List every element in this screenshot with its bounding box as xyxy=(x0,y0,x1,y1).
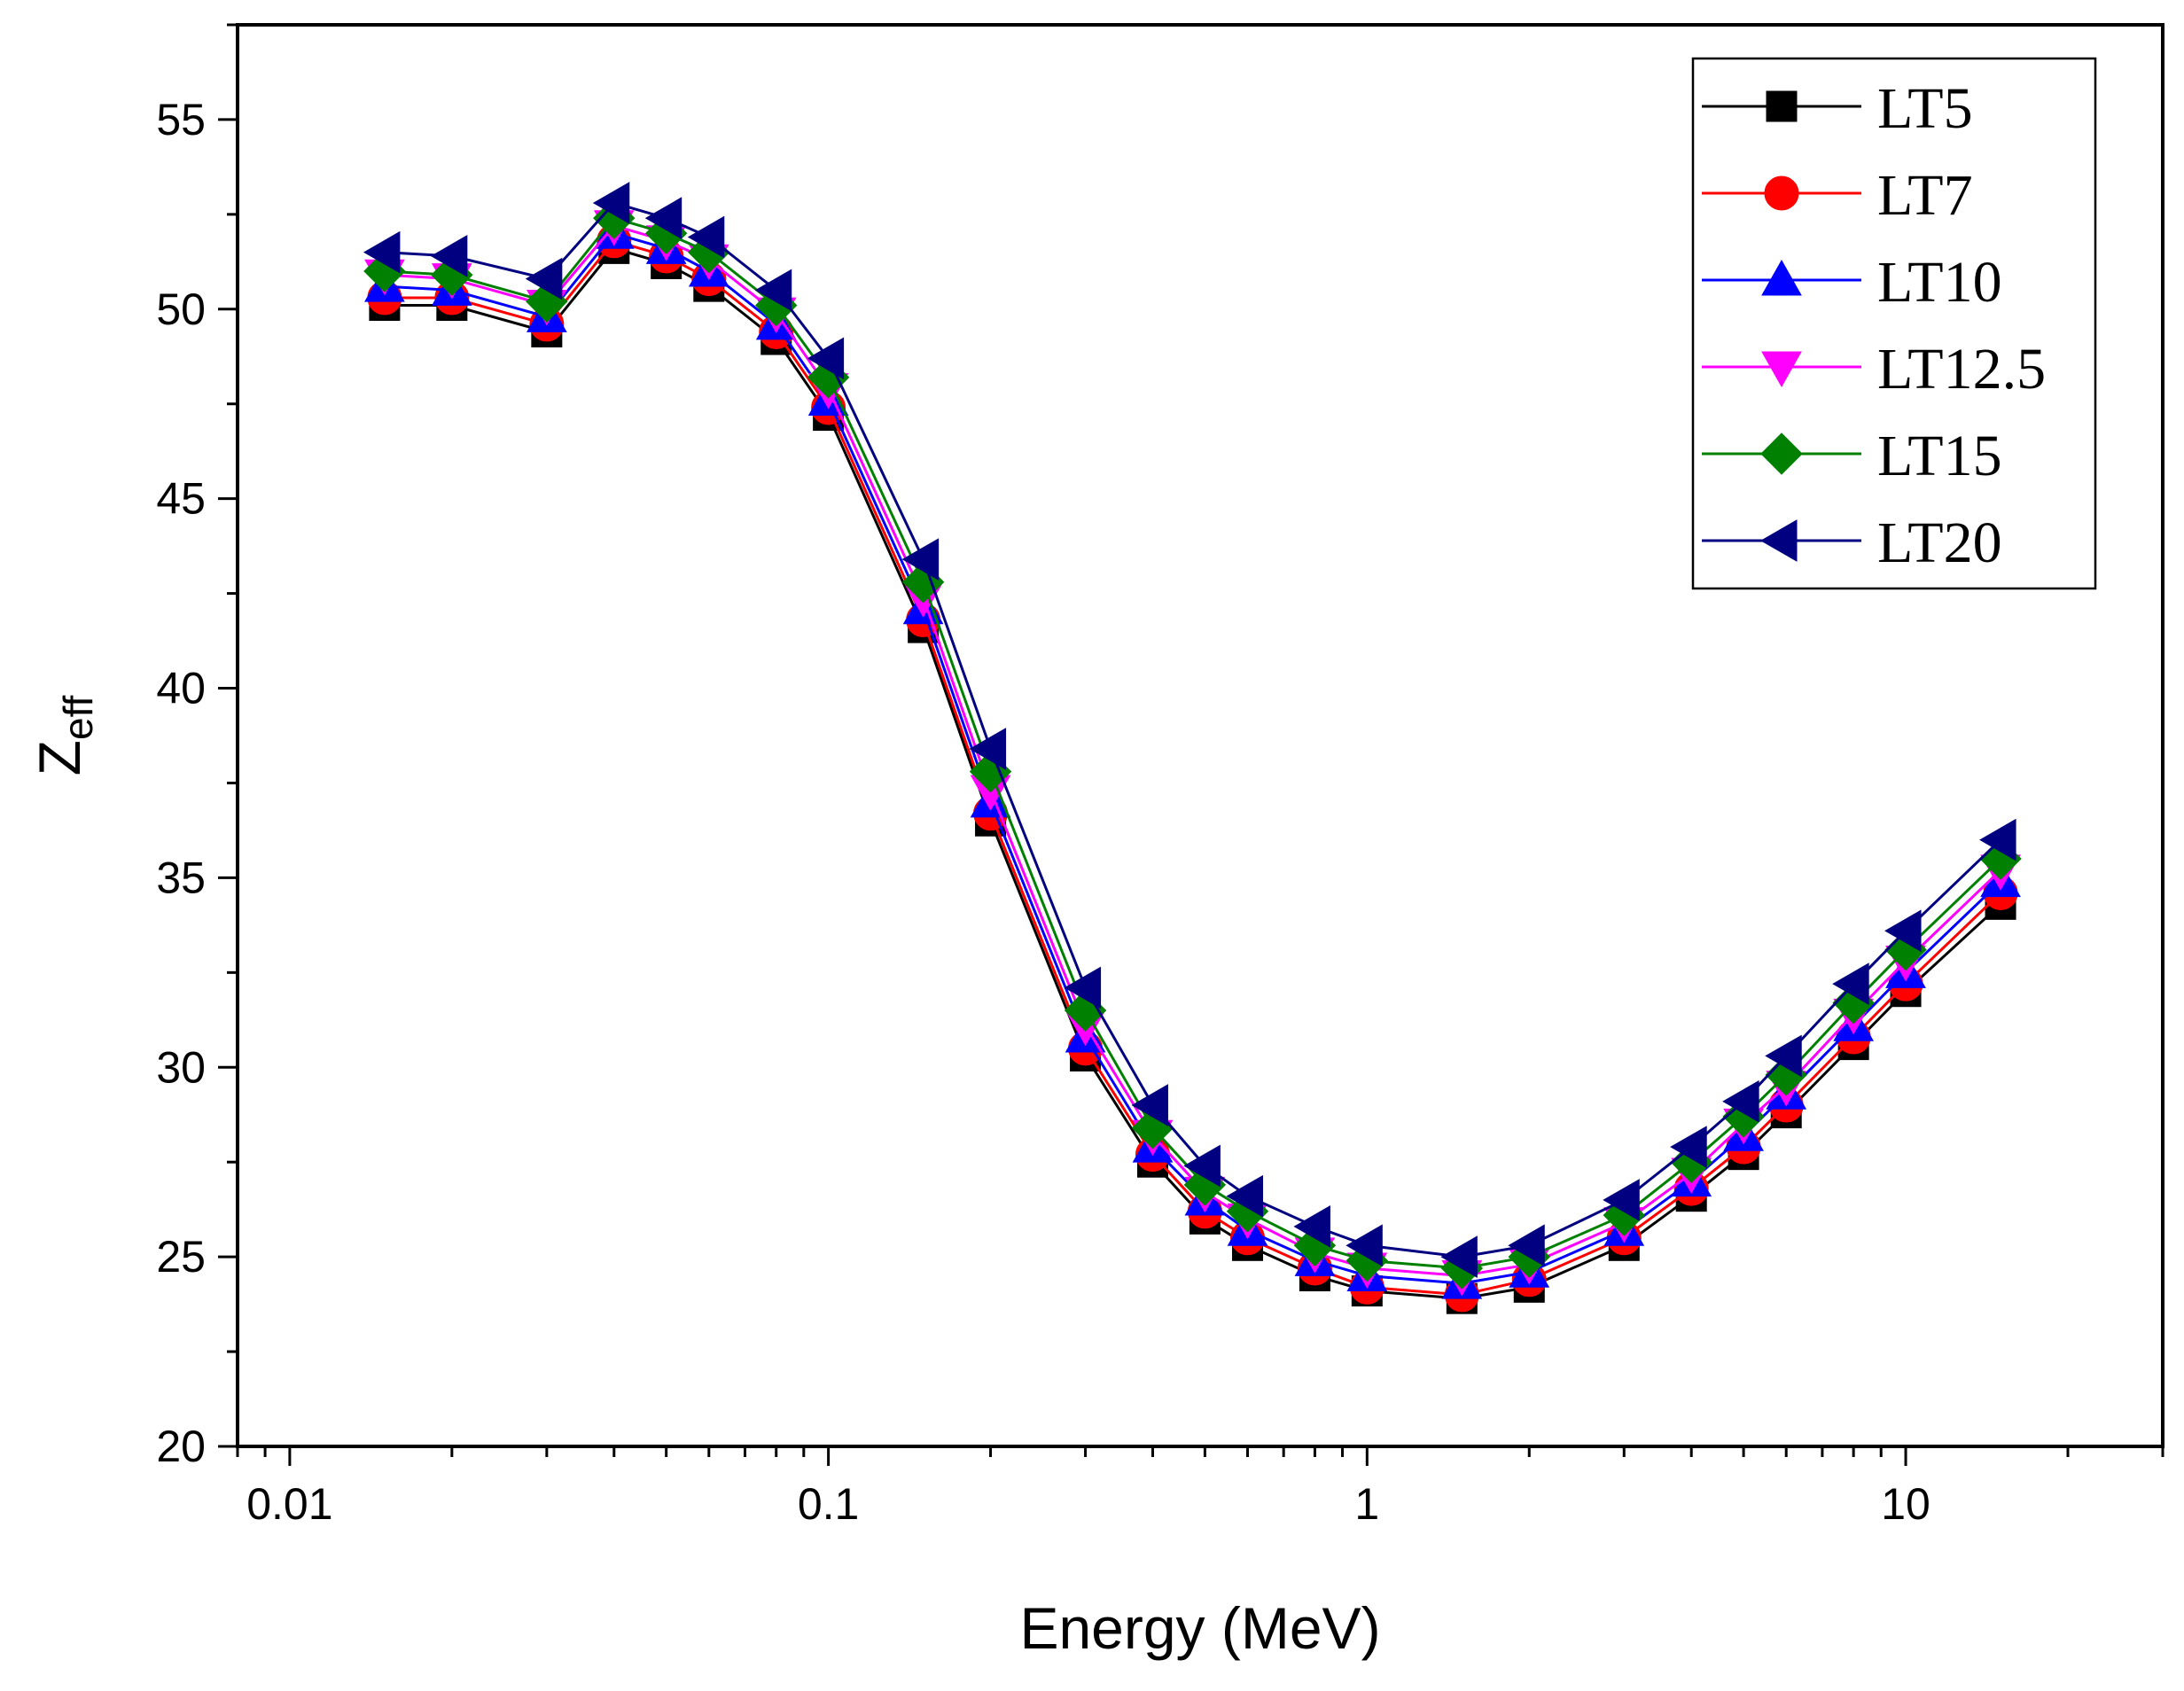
y-axis-title-main: Z xyxy=(27,740,92,775)
data-point xyxy=(644,197,682,240)
y-tick-label: 30 xyxy=(156,1042,206,1092)
data-point xyxy=(1603,1179,1640,1221)
y-axis-title-sub: eff xyxy=(55,695,101,740)
data-point xyxy=(1722,1079,1759,1123)
y-axis: 20 25 30 35 40 45 50 55 xyxy=(156,23,238,1471)
x-tick-label: 1 xyxy=(1354,1479,1379,1529)
data-point xyxy=(1346,1224,1383,1267)
data-point xyxy=(592,182,630,224)
legend-marker xyxy=(1761,259,1802,296)
data-point xyxy=(687,215,725,259)
y-tick-label: 20 xyxy=(156,1422,206,1471)
legend-marker xyxy=(1759,519,1798,562)
legend-entry: LT7 xyxy=(1702,163,1973,228)
data-point xyxy=(1064,966,1102,1009)
data-point xyxy=(1765,1034,1802,1078)
plot-frame xyxy=(236,23,2164,1448)
x-axis: 0.01 0.1 1 10 xyxy=(236,1446,2164,1529)
legend-entry: LT5 xyxy=(1702,76,1973,141)
legend-label: LT12.5 xyxy=(1877,337,2046,401)
svg-text:Zeff: Zeff xyxy=(27,695,101,775)
legend-box xyxy=(1691,57,2097,590)
legend-entry: LT10 xyxy=(1702,250,2002,315)
series-layer xyxy=(363,182,2022,1314)
data-point xyxy=(1508,1224,1545,1267)
legend-marker xyxy=(1764,175,1799,211)
data-point xyxy=(1440,1235,1478,1278)
data-point xyxy=(754,269,792,312)
legend-label: LT15 xyxy=(1877,424,2002,488)
series-lt20 xyxy=(363,182,2016,1278)
x-tick-label: 0.1 xyxy=(798,1479,860,1529)
y-tick-label: 25 xyxy=(156,1232,206,1282)
legend-entry: LT12.5 xyxy=(1702,337,2046,401)
legend-label: LT20 xyxy=(1877,510,2002,575)
data-point xyxy=(1226,1174,1264,1218)
y-tick-label: 35 xyxy=(156,853,206,902)
data-point xyxy=(430,235,468,277)
data-point xyxy=(525,257,563,300)
y-tick-label: 40 xyxy=(156,664,206,713)
legend-label: LT5 xyxy=(1877,76,1973,141)
y-axis-title: Zeff xyxy=(27,695,101,775)
legend-entry: LT20 xyxy=(1702,510,2002,575)
data-point xyxy=(901,538,940,581)
data-point xyxy=(1293,1205,1330,1248)
x-tick-label: 10 xyxy=(1881,1479,1930,1529)
legend-label: LT10 xyxy=(1877,250,2002,315)
x-axis-title: Energy (MeV) xyxy=(1019,1595,1380,1661)
legend-label: LT7 xyxy=(1877,163,1973,228)
legend-marker xyxy=(1760,432,1803,475)
legend: LT5 LT7 LT10 LT12.5 LT15 LT20 xyxy=(1691,57,2097,590)
y-tick-label: 55 xyxy=(156,95,206,144)
x-tick-label: 0.01 xyxy=(246,1479,332,1529)
data-point xyxy=(807,337,845,380)
legend-entry: LT15 xyxy=(1702,424,2002,488)
y-tick-label: 45 xyxy=(156,474,206,524)
data-point xyxy=(1832,962,1869,1006)
data-point xyxy=(1183,1144,1221,1188)
data-point xyxy=(1979,818,2016,861)
data-point xyxy=(969,728,1007,770)
data-point xyxy=(1884,909,1922,953)
y-tick-label: 50 xyxy=(156,284,206,334)
legend-marker xyxy=(1766,90,1798,122)
data-point xyxy=(1670,1126,1707,1168)
data-point xyxy=(363,230,401,274)
legend-marker xyxy=(1761,351,1802,388)
data-point xyxy=(1131,1084,1168,1126)
